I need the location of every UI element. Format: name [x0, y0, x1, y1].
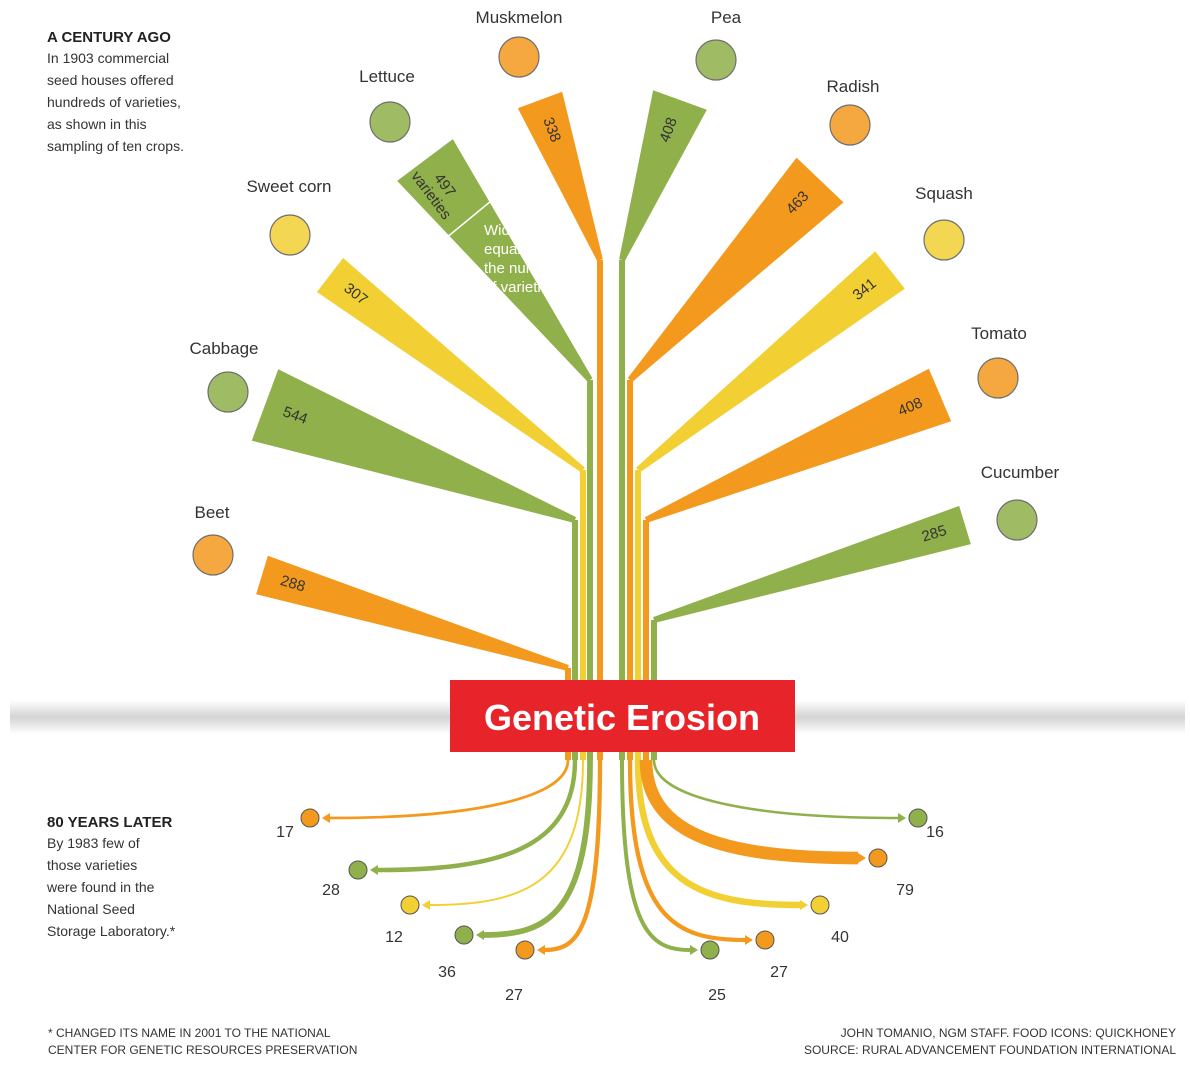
- header-line: as shown in this: [47, 116, 147, 132]
- value-1983: 40: [831, 929, 849, 946]
- arrow-head: [370, 865, 378, 875]
- value-1903: 285: [920, 522, 949, 546]
- arrow-head: [745, 935, 753, 945]
- remaining-arrow: [652, 759, 899, 820]
- crop-icon: [695, 39, 737, 81]
- crop-name: Pea: [711, 8, 742, 27]
- credit-line: JOHN TOMANIO, NGM STAFF. FOOD ICONS: QUI…: [841, 1026, 1176, 1040]
- header-line: sampling of ten crops.: [47, 138, 184, 154]
- variety-band: [256, 555, 569, 671]
- value-1983: 17: [276, 824, 294, 841]
- crop-icon: [498, 36, 540, 78]
- arrow-head: [898, 813, 906, 823]
- variety-band: [397, 139, 593, 382]
- annotation-line: Width: [484, 222, 522, 239]
- remaining-arrow: [329, 759, 570, 820]
- crop-icon: [923, 219, 965, 261]
- arrow-head: [537, 945, 545, 955]
- header-line: seed houses offered: [47, 72, 174, 88]
- variety-band: [316, 257, 585, 473]
- arrow-head: [858, 853, 866, 863]
- small-icon: [454, 925, 474, 945]
- remaining-arrow: [627, 759, 746, 943]
- value-1903: 288: [278, 572, 307, 596]
- variety-band: [644, 368, 952, 523]
- small-icon: [755, 930, 775, 950]
- crop-icon: [207, 371, 249, 413]
- crop-icon: [269, 214, 311, 256]
- header-line: In 1903 commercial: [47, 50, 169, 66]
- value-1983: 28: [322, 882, 340, 899]
- variety-band: [653, 505, 971, 623]
- crop-icon: [369, 101, 411, 143]
- small-icon: [348, 860, 368, 880]
- annotation-line: of varieties: [484, 279, 557, 296]
- later-line: National Seed: [47, 901, 135, 917]
- crop-icon: [977, 357, 1019, 399]
- value-1983: 25: [708, 987, 726, 1004]
- crop-name: Radish: [827, 77, 880, 96]
- value-1983: 27: [505, 987, 523, 1004]
- arrow-head: [322, 813, 330, 823]
- crop-name: Squash: [915, 184, 973, 203]
- small-icon: [908, 808, 928, 828]
- small-icon: [700, 940, 720, 960]
- value-1983: 12: [385, 929, 403, 946]
- small-icon: [515, 940, 535, 960]
- arrow-head: [800, 900, 808, 910]
- crop-icon: [829, 104, 871, 146]
- footnote-line: * CHANGED ITS NAME IN 2001 TO THE NATION…: [48, 1026, 331, 1040]
- crop-icon: [996, 499, 1038, 541]
- variety-band: [251, 369, 577, 523]
- annotation-line: equals: [484, 241, 528, 258]
- annotation-arrow: [439, 186, 509, 244]
- footnote-line: CENTER FOR GENETIC RESOURCES PRESERVATIO…: [48, 1043, 357, 1057]
- arrows: [322, 759, 906, 955]
- crop-name: Cucumber: [981, 463, 1060, 482]
- later-line: were found in the: [46, 879, 155, 895]
- crop-name: Sweet corn: [246, 177, 331, 196]
- small-icon: [868, 848, 888, 868]
- value-1983: 36: [438, 964, 456, 981]
- remaining-arrow: [429, 759, 584, 906]
- bands: [251, 90, 971, 760]
- crop-name: Tomato: [971, 324, 1027, 343]
- banner-box: [450, 680, 795, 752]
- crop-icon: [192, 534, 234, 576]
- small-icon: [810, 895, 830, 915]
- annotation-line: the number: [484, 260, 560, 277]
- arrow-head: [422, 900, 430, 910]
- variety-band: [517, 91, 603, 262]
- header-line: hundreds of varieties,: [47, 94, 181, 110]
- later-line: By 1983 few of: [47, 835, 140, 851]
- crop-name: Cabbage: [189, 339, 258, 358]
- value-1983: 79: [896, 882, 914, 899]
- crop-name: Beet: [195, 503, 230, 522]
- variety-band: [619, 90, 707, 262]
- header-title: A CENTURY AGO: [47, 29, 171, 46]
- later-title: 80 YEARS LATER: [47, 814, 172, 831]
- arrow-head: [476, 930, 484, 940]
- variety-band: [636, 251, 905, 473]
- value-1983: 27: [770, 964, 788, 981]
- later-line: Storage Laboratory.*: [47, 923, 176, 939]
- later-line: those varieties: [47, 857, 137, 873]
- remaining-arrow: [483, 759, 593, 938]
- small-icon: [300, 808, 320, 828]
- labels: In 1903 commercial seed houses offered hun…: [46, 8, 1176, 1057]
- credit-line: SOURCE: RURAL ADVANCEMENT FOUNDATION INT…: [804, 1043, 1176, 1057]
- remaining-arrow: [377, 759, 578, 873]
- arrow-head: [690, 945, 698, 955]
- variety-band: [627, 157, 844, 383]
- small-icon: [400, 895, 420, 915]
- remaining-arrow: [544, 759, 603, 953]
- crop-name: Muskmelon: [476, 8, 563, 27]
- remaining-arrow: [634, 759, 801, 909]
- value-1983: 16: [926, 824, 944, 841]
- banner-text: Genetic Erosion: [484, 697, 760, 738]
- remaining-arrow: [639, 759, 859, 865]
- crop-name: Lettuce: [359, 67, 415, 86]
- remaining-arrow: [620, 759, 691, 952]
